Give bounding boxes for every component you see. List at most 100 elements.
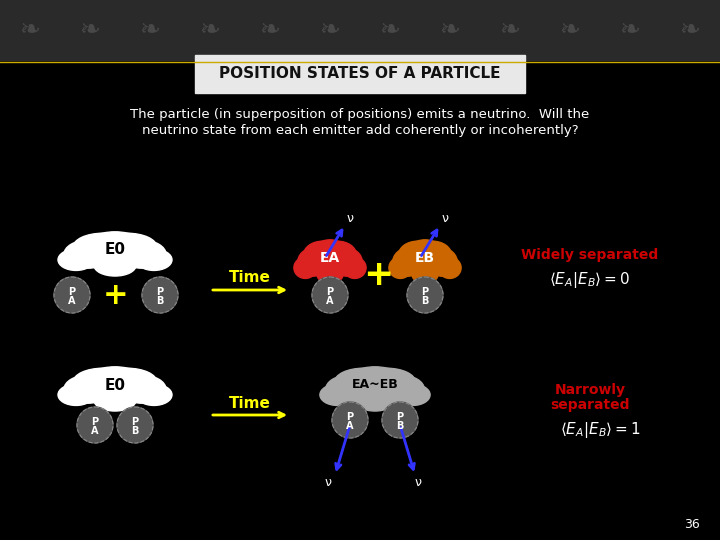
Ellipse shape <box>73 368 133 396</box>
Ellipse shape <box>389 257 412 279</box>
Ellipse shape <box>82 232 148 268</box>
Text: Narrowly: Narrowly <box>554 383 626 397</box>
Ellipse shape <box>97 233 157 261</box>
Text: POSITION STATES OF A PARTICLE: POSITION STATES OF A PARTICLE <box>220 66 500 82</box>
Text: P: P <box>132 417 138 427</box>
Text: ν: ν <box>415 476 421 489</box>
Ellipse shape <box>73 233 133 261</box>
Ellipse shape <box>325 375 372 403</box>
Ellipse shape <box>64 240 112 268</box>
Ellipse shape <box>94 390 136 411</box>
Circle shape <box>54 277 90 313</box>
Ellipse shape <box>343 367 407 403</box>
Ellipse shape <box>438 257 461 279</box>
Ellipse shape <box>315 254 344 279</box>
Ellipse shape <box>303 241 341 269</box>
Ellipse shape <box>358 368 415 396</box>
Ellipse shape <box>92 381 138 406</box>
Text: P: P <box>156 287 163 297</box>
Text: A: A <box>91 426 99 436</box>
Text: EA~EB: EA~EB <box>351 379 398 392</box>
Text: ❧: ❧ <box>500 18 521 42</box>
Ellipse shape <box>332 248 362 276</box>
Ellipse shape <box>97 368 157 396</box>
Text: ❧: ❧ <box>259 18 281 42</box>
Text: P: P <box>346 412 354 422</box>
Text: ❧: ❧ <box>320 18 341 42</box>
Text: Time: Time <box>229 395 271 410</box>
Ellipse shape <box>355 390 395 411</box>
Bar <box>0 0 720 60</box>
Ellipse shape <box>378 375 424 403</box>
Text: neutrino state from each emitter add coherently or incoherently?: neutrino state from each emitter add coh… <box>142 124 578 137</box>
Text: ❧: ❧ <box>379 18 400 42</box>
Text: EA: EA <box>320 251 340 265</box>
Ellipse shape <box>413 241 451 269</box>
Circle shape <box>407 277 443 313</box>
Ellipse shape <box>334 368 392 396</box>
Ellipse shape <box>118 240 166 268</box>
Ellipse shape <box>343 257 366 279</box>
Ellipse shape <box>319 241 356 269</box>
Ellipse shape <box>94 255 136 276</box>
Ellipse shape <box>58 249 94 271</box>
Text: B: B <box>421 296 428 306</box>
Text: EB: EB <box>415 251 435 265</box>
Text: P: P <box>397 412 404 422</box>
Ellipse shape <box>58 384 94 406</box>
Text: ❧: ❧ <box>19 18 40 42</box>
Ellipse shape <box>294 257 317 279</box>
Text: 36: 36 <box>684 518 700 531</box>
Ellipse shape <box>136 384 172 406</box>
Text: $\langle E_A | E_B \rangle = 1$: $\langle E_A | E_B \rangle = 1$ <box>559 420 640 440</box>
Bar <box>195 55 525 93</box>
Text: P: P <box>91 417 99 427</box>
Text: +: + <box>103 280 129 309</box>
Text: ❧: ❧ <box>79 18 101 42</box>
Ellipse shape <box>353 381 397 406</box>
Text: Time: Time <box>229 271 271 286</box>
Text: E0: E0 <box>104 377 125 393</box>
Text: P: P <box>326 287 333 297</box>
Text: +: + <box>363 258 393 292</box>
Text: A: A <box>68 296 76 306</box>
Circle shape <box>117 407 153 443</box>
Ellipse shape <box>64 375 112 403</box>
Ellipse shape <box>410 254 439 279</box>
Text: B: B <box>156 296 163 306</box>
Ellipse shape <box>297 248 328 276</box>
Ellipse shape <box>320 384 355 406</box>
Text: B: B <box>396 421 404 431</box>
Text: $\langle E_A | E_B \rangle = 0$: $\langle E_A | E_B \rangle = 0$ <box>549 270 631 290</box>
Ellipse shape <box>395 384 430 406</box>
Circle shape <box>312 277 348 313</box>
Ellipse shape <box>412 263 438 284</box>
Circle shape <box>77 407 113 443</box>
Ellipse shape <box>136 249 172 271</box>
Text: A: A <box>326 296 334 306</box>
Text: P: P <box>421 287 428 297</box>
Circle shape <box>142 277 178 313</box>
Text: ❧: ❧ <box>140 18 161 42</box>
Text: ❧: ❧ <box>619 18 641 42</box>
Text: ν: ν <box>441 212 449 225</box>
Text: ❧: ❧ <box>559 18 580 42</box>
Circle shape <box>382 402 418 438</box>
Text: ν: ν <box>325 476 331 489</box>
Ellipse shape <box>392 248 423 276</box>
Text: P: P <box>68 287 76 297</box>
Circle shape <box>332 402 368 438</box>
Text: ❧: ❧ <box>199 18 220 42</box>
Text: A: A <box>346 421 354 431</box>
Ellipse shape <box>309 240 351 276</box>
Text: The particle (in superposition of positions) emits a neutrino.  Will the: The particle (in superposition of positi… <box>130 108 590 121</box>
Text: ν: ν <box>346 212 354 225</box>
Text: separated: separated <box>550 398 630 412</box>
Text: E0: E0 <box>104 242 125 258</box>
Ellipse shape <box>92 246 138 271</box>
Ellipse shape <box>404 240 446 276</box>
Text: B: B <box>131 426 139 436</box>
Text: Widely separated: Widely separated <box>521 248 659 262</box>
Ellipse shape <box>317 263 343 284</box>
Ellipse shape <box>427 248 457 276</box>
